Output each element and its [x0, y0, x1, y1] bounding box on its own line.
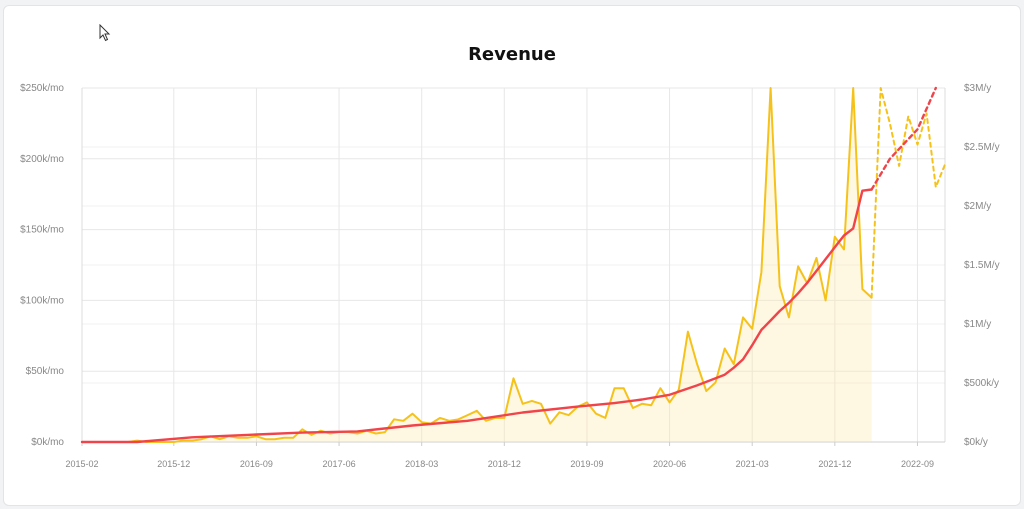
- y-right-tick-label: $0k/y: [964, 437, 988, 448]
- y-left-tick-label: $150k/mo: [20, 225, 64, 236]
- chart-title: Revenue: [468, 44, 556, 65]
- y-left-tick-label: $50k/mo: [26, 366, 65, 377]
- x-tick-label: 2019-09: [570, 459, 603, 469]
- y-left-tick-label: $250k/mo: [20, 83, 64, 94]
- x-tick-label: 2017-06: [323, 459, 356, 469]
- x-tick-label: 2021-03: [736, 459, 769, 469]
- monthly-revenue-forecast-line: [870, 87, 946, 299]
- y-right-tick-label: $2M/y: [964, 201, 991, 212]
- mouse-cursor-icon: [99, 24, 111, 42]
- y-left-tick-label: $200k/mo: [20, 154, 64, 165]
- x-tick-label: 2018-03: [405, 459, 438, 469]
- y-left-tick-label: $0k/mo: [31, 437, 64, 448]
- y-right-tick-label: $1M/y: [964, 319, 991, 330]
- x-tick-label: 2015-12: [157, 459, 190, 469]
- annualized-revenue-line: [80, 188, 873, 444]
- x-tick-label: 2022-09: [901, 459, 934, 469]
- annualized-revenue-forecast-line: [870, 86, 937, 191]
- y-right-tick-label: $2.5M/y: [964, 142, 1000, 153]
- x-tick-label: 2015-02: [65, 459, 98, 469]
- x-tick-label: 2021-12: [818, 459, 851, 469]
- y-left-tick-label: $100k/mo: [20, 295, 64, 306]
- y-right-tick-label: $1.5M/y: [964, 260, 1000, 271]
- x-tick-label: 2016-09: [240, 459, 273, 469]
- y-right-tick-label: $3M/y: [964, 83, 991, 94]
- x-tick-label: 2020-06: [653, 459, 686, 469]
- x-tick-label: 2018-12: [488, 459, 521, 469]
- y-right-tick-label: $500k/y: [964, 378, 999, 389]
- monthly-revenue-area: [82, 88, 872, 442]
